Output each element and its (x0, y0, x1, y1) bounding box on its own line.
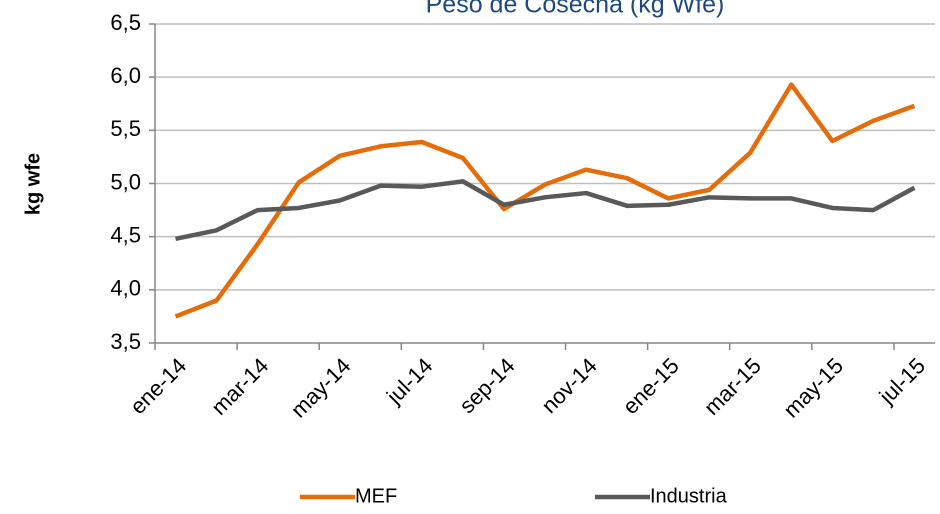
y-tick-label: 6,5 (110, 10, 141, 35)
y-tick-label: 4,5 (110, 222, 141, 247)
x-tick-label: jul-15 (874, 353, 930, 409)
y-tick-label: 5,0 (110, 169, 141, 194)
x-tick-label: jul-14 (381, 353, 437, 409)
y-tick-label: 3,5 (110, 329, 141, 354)
x-tick-label: mar-15 (699, 353, 766, 420)
series-line (174, 82, 916, 319)
legend-label: MEF (355, 485, 397, 507)
x-tick-label: ene-14 (125, 353, 191, 419)
y-tick-label: 5,5 (110, 116, 141, 141)
x-tick-label: mar-14 (206, 353, 273, 420)
y-axis-label: kg wfe (22, 153, 44, 215)
x-tick-label: ene-15 (618, 353, 684, 419)
series-line (175, 179, 916, 241)
chart-title: Peso de Cosecha (kg Wfe) (426, 0, 725, 19)
x-tick-label: may-14 (286, 353, 356, 423)
legend-label: Industria (650, 485, 728, 507)
x-tick-label: sep-14 (454, 353, 519, 418)
x-tick-label: nov-14 (536, 353, 601, 418)
y-tick-label: 6,0 (110, 63, 141, 88)
y-tick-label: 4,0 (110, 276, 141, 301)
x-tick-label: may-15 (778, 353, 848, 423)
